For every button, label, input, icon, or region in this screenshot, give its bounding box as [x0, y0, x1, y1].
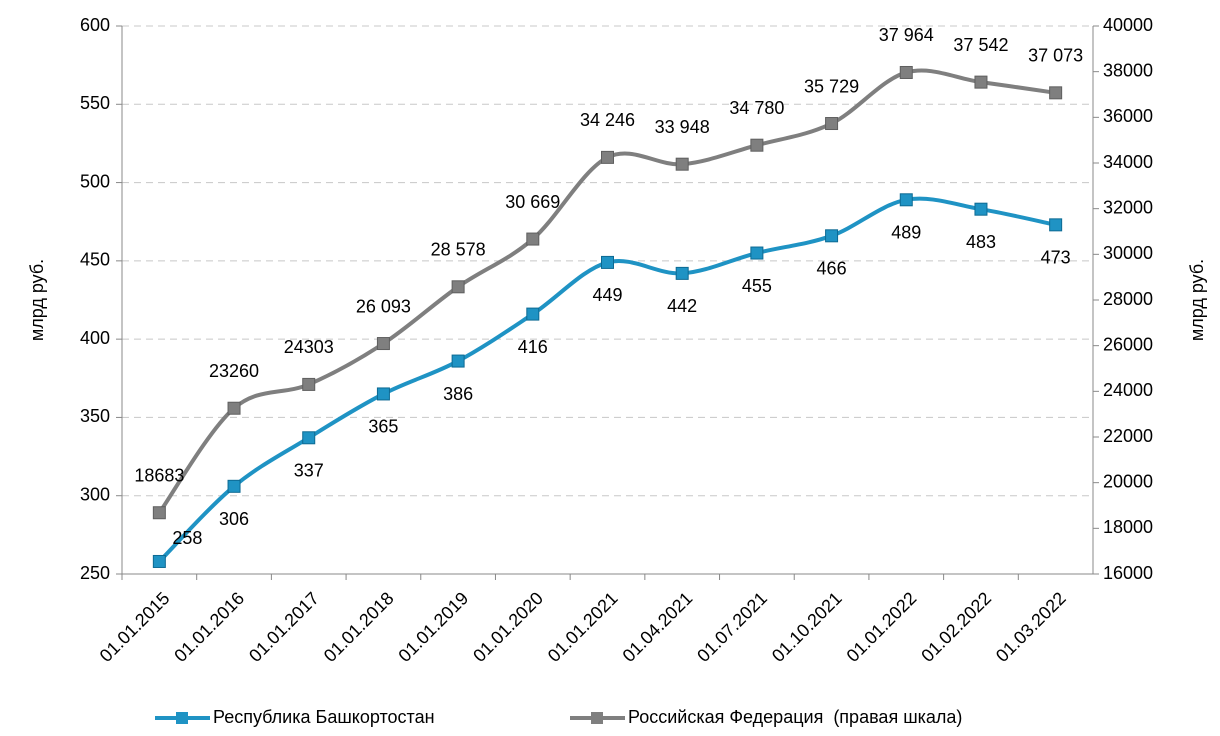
- y-tick-label: 550: [80, 93, 110, 113]
- data-label: 306: [219, 509, 249, 529]
- point-marker: [451, 354, 465, 368]
- legend-label: Республика Башкортостан: [213, 707, 435, 727]
- x-tick-label: 01.01.2017: [245, 588, 323, 666]
- y-tick-label: 600: [80, 15, 110, 35]
- y2-tick-label: 36000: [1103, 106, 1153, 126]
- x-tick-label: 01.03.2022: [992, 588, 1070, 666]
- point-marker: [376, 387, 390, 401]
- y2-tick-label: 40000: [1103, 15, 1153, 35]
- data-label: 337: [294, 461, 324, 481]
- data-label: 33 948: [655, 117, 710, 137]
- data-label: 473: [1041, 248, 1071, 268]
- data-label: 365: [368, 417, 398, 437]
- x-tick-label: 01.01.2020: [469, 588, 547, 666]
- y-tick-label: 400: [80, 328, 110, 348]
- y2-tick-label: 18000: [1103, 517, 1153, 537]
- point-marker: [376, 337, 390, 351]
- data-label: 35 729: [804, 76, 859, 96]
- legend-marker: [176, 712, 188, 724]
- y2-tick-label: 22000: [1103, 426, 1153, 446]
- y-tick-label: 350: [80, 406, 110, 426]
- point-marker: [451, 280, 465, 294]
- data-label: 28 578: [431, 240, 486, 260]
- x-tick-label: 01.01.2021: [544, 588, 622, 666]
- y-tick-label: 500: [80, 171, 110, 191]
- point-marker: [899, 193, 913, 207]
- x-tick-label: 01.01.2022: [843, 588, 921, 666]
- point-marker: [974, 202, 988, 216]
- point-marker: [825, 229, 839, 243]
- data-label: 386: [443, 384, 473, 404]
- data-label: 483: [966, 232, 996, 252]
- data-label: 449: [592, 285, 622, 305]
- point-marker: [601, 150, 614, 164]
- data-label: 37 073: [1028, 46, 1083, 66]
- data-label: 258: [172, 528, 202, 548]
- data-label: 489: [891, 223, 921, 243]
- y2-tick-label: 20000: [1103, 471, 1153, 491]
- point-marker: [152, 506, 166, 520]
- x-tick-label: 01.01.2018: [320, 588, 398, 666]
- data-label: 34 780: [729, 98, 784, 118]
- y-tick-label: 450: [80, 250, 110, 270]
- point-marker: [227, 479, 241, 493]
- y2-axis-label: млрд руб.: [1187, 259, 1207, 341]
- point-marker: [750, 138, 764, 152]
- x-tick-label: 01.01.2015: [96, 588, 174, 666]
- point-marker: [1049, 218, 1063, 232]
- y2-tick-label: 26000: [1103, 334, 1153, 354]
- point-marker: [675, 157, 689, 171]
- point-marker: [825, 117, 839, 131]
- y-axis-label: млрд руб.: [27, 259, 47, 341]
- point-marker: [526, 232, 540, 246]
- data-label: 24303: [284, 337, 334, 357]
- y2-tick-label: 16000: [1103, 563, 1153, 583]
- point-marker: [302, 431, 316, 445]
- x-tick-label: 01.02.2022: [917, 588, 995, 666]
- point-marker: [899, 65, 913, 79]
- y2-tick-label: 34000: [1103, 152, 1153, 172]
- point-marker: [152, 554, 166, 568]
- x-tick-label: 01.01.2019: [394, 588, 472, 666]
- data-label: 18683: [134, 465, 184, 485]
- data-label: 37 542: [953, 35, 1008, 55]
- data-label: 442: [667, 296, 697, 316]
- y2-tick-label: 32000: [1103, 197, 1153, 217]
- data-label: 26 093: [356, 296, 411, 316]
- data-label: 30 669: [505, 192, 560, 212]
- data-label: 416: [518, 337, 548, 357]
- point-marker: [750, 246, 764, 260]
- legend-label: Российская Федерация (правая шкала): [628, 707, 962, 727]
- data-label: 37 964: [879, 25, 934, 45]
- point-marker: [227, 401, 241, 415]
- x-tick-label: 01.04.2021: [619, 588, 697, 666]
- data-label: 34 246: [580, 110, 635, 130]
- x-tick-label: 01.10.2021: [768, 588, 846, 666]
- data-label: 23260: [209, 361, 259, 381]
- y2-tick-label: 30000: [1103, 243, 1153, 263]
- data-label: 466: [817, 259, 847, 279]
- y2-tick-label: 38000: [1103, 60, 1153, 80]
- y-tick-label: 300: [80, 484, 110, 504]
- y2-tick-label: 24000: [1103, 380, 1153, 400]
- legend-marker: [591, 712, 603, 724]
- x-tick-label: 01.01.2016: [170, 588, 248, 666]
- point-marker: [1049, 86, 1063, 100]
- y-tick-label: 250: [80, 563, 110, 583]
- point-marker: [526, 307, 540, 321]
- series-line: [157, 196, 1057, 563]
- y2-tick-label: 28000: [1103, 289, 1153, 309]
- point-marker: [974, 75, 988, 89]
- point-marker: [675, 266, 689, 280]
- data-label: 455: [742, 276, 772, 296]
- point-marker: [601, 255, 614, 269]
- x-tick-label: 01.07.2021: [693, 588, 771, 666]
- point-marker: [302, 377, 316, 391]
